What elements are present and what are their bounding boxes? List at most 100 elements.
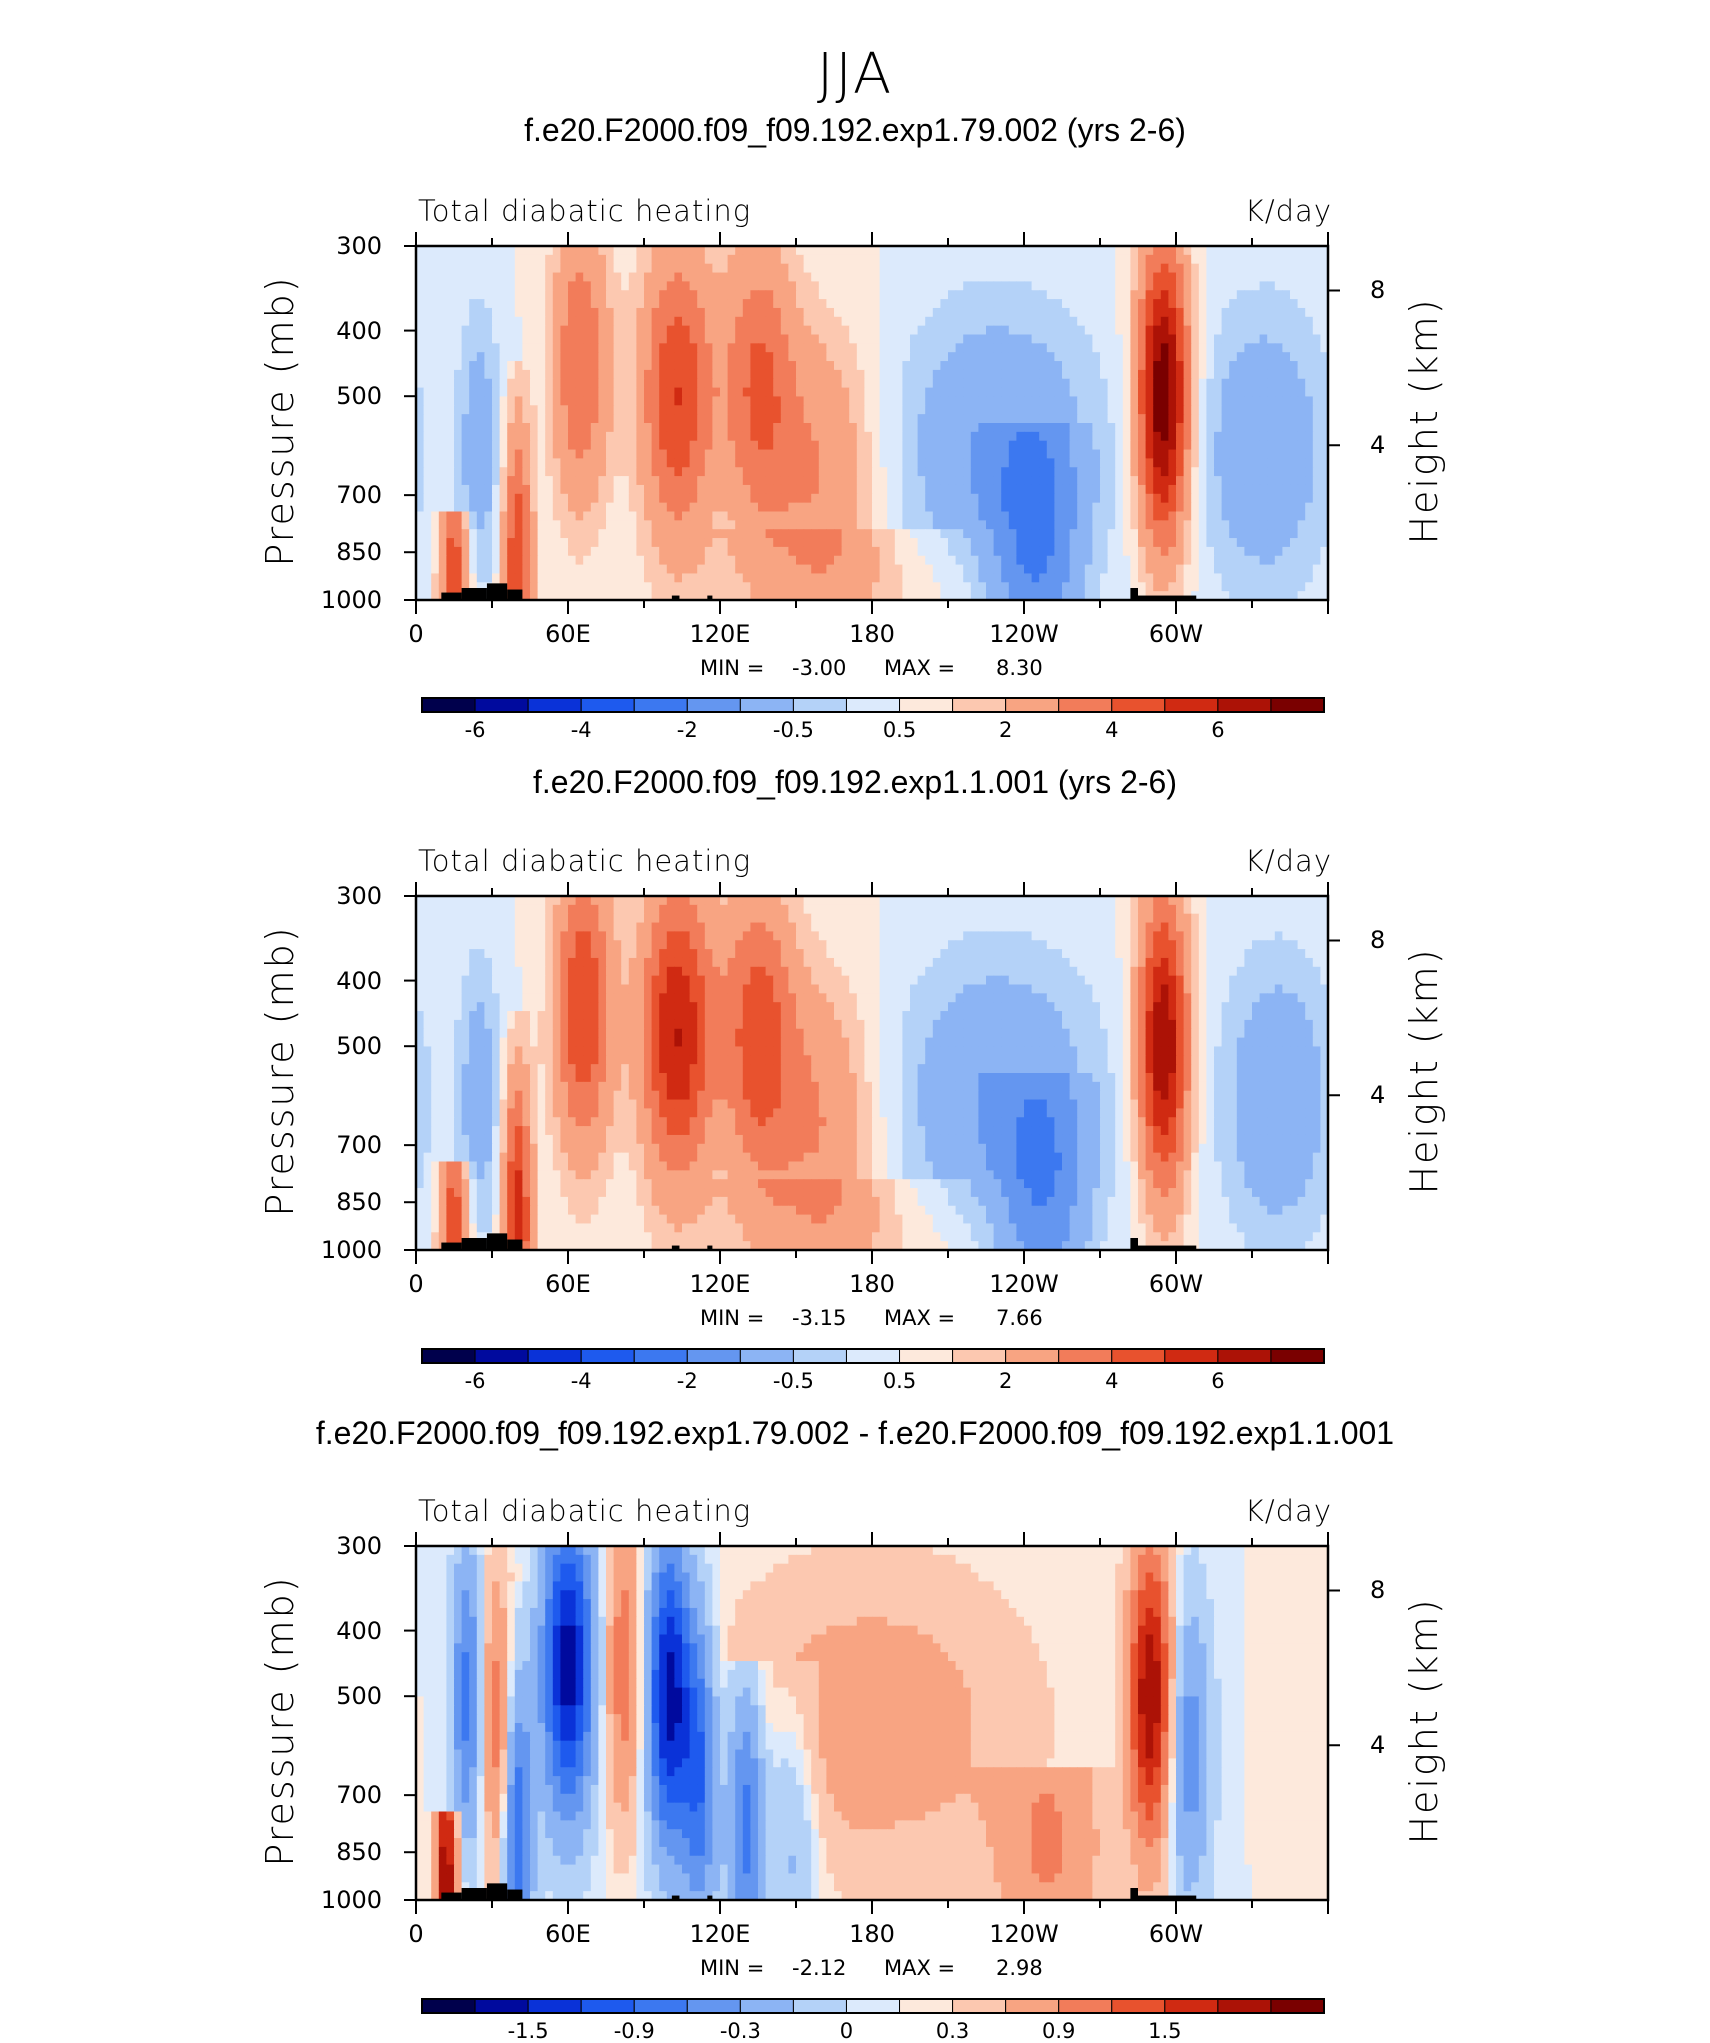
contour-cell (948, 317, 956, 326)
contour-cell (530, 308, 538, 317)
contour-cell (842, 432, 850, 441)
contour-cell (1123, 494, 1131, 503)
contour-cell (918, 264, 926, 273)
contour-cell (553, 538, 561, 547)
contour-cell (1047, 476, 1055, 485)
contour-cell (530, 352, 538, 361)
contour-cell (1039, 556, 1047, 565)
contour-cell (880, 529, 888, 538)
contour-cell (591, 273, 599, 282)
contour-cell (500, 450, 508, 459)
contour-cell (606, 273, 614, 282)
contour-cell (1282, 290, 1290, 299)
contour-cell (804, 343, 812, 352)
contour-cell (621, 441, 629, 450)
contour-cell (1062, 246, 1070, 255)
contour-cell (1092, 317, 1100, 326)
contour-cell (538, 538, 546, 547)
contour-cell (560, 343, 568, 352)
contour-cell (849, 317, 857, 326)
contour-cell (766, 273, 774, 282)
contour-cell (591, 520, 599, 529)
contour-cell (667, 264, 675, 273)
contour-cell (454, 361, 462, 370)
contour-cell (515, 423, 523, 432)
contour-cell (469, 538, 477, 547)
contour-cell (1054, 467, 1062, 476)
contour-cell (1214, 299, 1222, 308)
contour-cell (1176, 246, 1184, 255)
contour-cell (819, 485, 827, 494)
contour-cell (446, 414, 454, 423)
contour-cell (1298, 299, 1306, 308)
contour-cell (454, 467, 462, 476)
contour-cell (971, 458, 979, 467)
contour-cell (788, 423, 796, 432)
contour-cell (788, 896, 796, 905)
contour-cell (1062, 450, 1070, 459)
contour-cell (1214, 432, 1222, 441)
contour-cell (758, 246, 766, 255)
contour-cell (750, 441, 758, 450)
contour-cell (880, 441, 888, 450)
contour-cell (454, 520, 462, 529)
contour-cell (1100, 281, 1108, 290)
contour-cell (735, 370, 743, 379)
contour-cell (629, 273, 637, 282)
contour-cell (697, 370, 705, 379)
contour-cell (500, 423, 508, 432)
contour-cell (591, 326, 599, 335)
contour-cell (1130, 335, 1138, 344)
contour-cell (1100, 520, 1108, 529)
contour-cell (963, 520, 971, 529)
contour-cell (614, 246, 622, 255)
contour-cell (978, 529, 986, 538)
contour-cell (918, 520, 926, 529)
contour-cell (963, 361, 971, 370)
contour-cell (720, 582, 728, 591)
contour-cell (743, 441, 751, 450)
contour-cell (690, 573, 698, 582)
contour-cell (735, 458, 743, 467)
contour-cell (1267, 565, 1275, 574)
contour-cell (1039, 264, 1047, 273)
contour-cell (978, 290, 986, 299)
contour-cell (743, 370, 751, 379)
contour-cell (477, 326, 485, 335)
contour-cell (682, 352, 690, 361)
contour-cell (1168, 512, 1176, 521)
contour-cell (644, 396, 652, 405)
contour-cell (1047, 520, 1055, 529)
contour-cell (507, 352, 515, 361)
contour-cell (857, 441, 865, 450)
contour-cell (439, 538, 447, 547)
contour-cell (492, 458, 500, 467)
contour-cell (462, 520, 470, 529)
contour-cell (842, 476, 850, 485)
contour-cell (576, 450, 584, 459)
contour-cell (758, 264, 766, 273)
contour-cell (530, 255, 538, 264)
contour-cell (697, 299, 705, 308)
contour-cell (1260, 414, 1268, 423)
contour-cell (1191, 582, 1199, 591)
contour-cell (1032, 379, 1040, 388)
contour-cell (1001, 352, 1009, 361)
contour-cell (1229, 290, 1237, 299)
contour-cell (1191, 388, 1199, 397)
contour-cell (674, 388, 682, 397)
contour-cell (568, 441, 576, 450)
contour-cell (804, 476, 812, 485)
contour-cell (652, 573, 660, 582)
contour-cell (507, 343, 515, 352)
contour-cell (507, 573, 515, 582)
contour-cell (1176, 476, 1184, 485)
contour-cell (1184, 290, 1192, 299)
contour-cell (1244, 458, 1252, 467)
contour-cell (948, 573, 956, 582)
contour-cell (1298, 308, 1306, 317)
contour-cell (636, 396, 644, 405)
contour-cell (773, 520, 781, 529)
contour-cell (1054, 503, 1062, 512)
contour-cell (545, 476, 553, 485)
